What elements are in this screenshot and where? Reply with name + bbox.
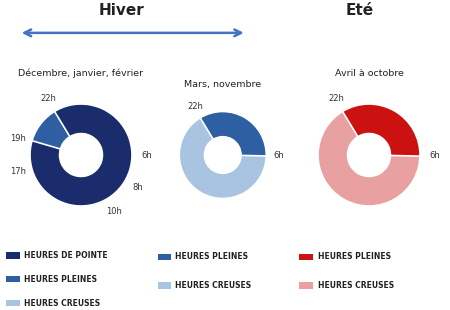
- Title: Avril à octobre: Avril à octobre: [334, 69, 404, 78]
- Wedge shape: [30, 104, 132, 206]
- Bar: [158, 254, 171, 260]
- Text: HEURES PLEINES: HEURES PLEINES: [175, 252, 248, 261]
- Wedge shape: [318, 110, 420, 206]
- Title: Mars, novembre: Mars, novembre: [184, 80, 261, 89]
- Text: HEURES CREUSES: HEURES CREUSES: [175, 281, 251, 290]
- Text: HEURES CREUSES: HEURES CREUSES: [24, 299, 101, 308]
- Text: 22h: 22h: [187, 102, 203, 111]
- Text: 22h: 22h: [328, 94, 344, 103]
- Text: 22h: 22h: [40, 94, 56, 103]
- Wedge shape: [30, 104, 132, 200]
- Text: 10h: 10h: [106, 207, 122, 216]
- Bar: [299, 282, 313, 289]
- Wedge shape: [32, 104, 132, 206]
- Text: HEURES PLEINES: HEURES PLEINES: [24, 275, 98, 284]
- Wedge shape: [30, 110, 132, 206]
- Text: 19h: 19h: [10, 134, 26, 143]
- Text: HEURES PLEINES: HEURES PLEINES: [318, 252, 391, 261]
- Title: Décembre, janvier, février: Décembre, janvier, février: [18, 68, 144, 78]
- Text: Eté: Eté: [346, 3, 374, 18]
- Wedge shape: [342, 104, 420, 156]
- Text: HEURES CREUSES: HEURES CREUSES: [318, 281, 394, 290]
- Wedge shape: [30, 104, 132, 206]
- Wedge shape: [179, 117, 266, 198]
- Text: HEURES DE POINTE: HEURES DE POINTE: [24, 251, 108, 260]
- Bar: [158, 282, 171, 289]
- Bar: [6, 252, 20, 259]
- Text: 17h: 17h: [10, 167, 26, 176]
- Text: 6h: 6h: [141, 150, 152, 160]
- Text: 8h: 8h: [132, 183, 143, 192]
- Bar: [299, 254, 313, 260]
- Wedge shape: [30, 104, 132, 206]
- Wedge shape: [200, 112, 266, 156]
- Text: 6h: 6h: [273, 150, 284, 160]
- Bar: [6, 276, 20, 282]
- Text: Hiver: Hiver: [99, 3, 144, 18]
- Bar: [6, 300, 20, 306]
- Text: 6h: 6h: [429, 150, 440, 160]
